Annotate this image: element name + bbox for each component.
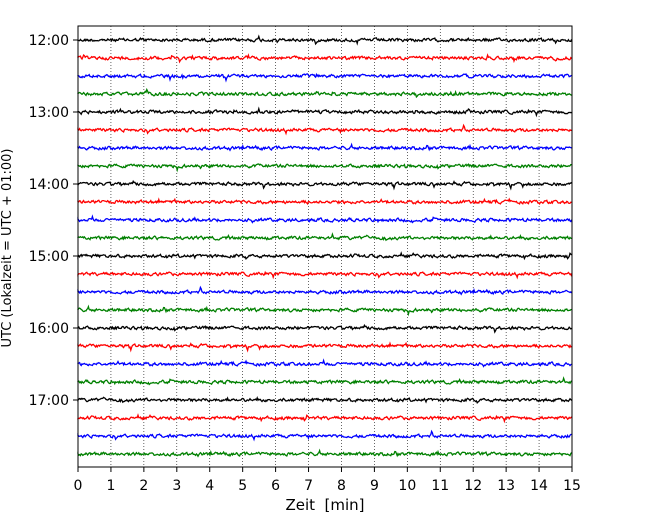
x-tick-label: 5 [238,478,247,494]
x-tick-label: 9 [370,478,379,494]
x-tick-label: 14 [530,478,548,494]
x-tick-label: 3 [172,478,181,494]
trace-line [77,87,572,99]
trace-line [77,341,572,353]
y-tick-label: 12:00 [29,33,69,49]
plot-area [78,26,572,467]
x-tick-label: 4 [205,478,214,494]
x-tick-label: 15 [563,478,581,494]
trace-line [77,232,572,242]
trace-line [77,142,572,152]
x-tick-label: 13 [497,478,515,494]
x-tick-label: 1 [106,478,115,494]
x-tick-label: 2 [139,478,148,494]
seismogram-traces [77,34,573,458]
trace-line [77,304,572,317]
trace-line [77,53,573,64]
trace-line [77,285,573,296]
trace-line [77,163,572,173]
trace-line [77,448,573,458]
trace-line [77,358,572,368]
x-tick-label: 8 [337,478,346,494]
y-tick-label: 17:00 [29,393,69,409]
trace-line [77,429,572,442]
trace-line [77,270,573,280]
trace-line [77,197,572,206]
x-tick-label: 7 [304,478,313,494]
trace-line [77,106,572,118]
x-axis-label: Zeit [min] [285,496,364,514]
y-axis-label: UTC (Lokalzeit = UTC + 01:00) [0,149,15,348]
y-tick-label: 16:00 [29,321,69,337]
trace-line [77,34,573,46]
x-tick-label: 12 [464,478,482,494]
trace-line [77,251,573,261]
trace-line [77,214,573,224]
trace-line [77,123,572,136]
y-tick-label: 15:00 [29,249,69,265]
trace-line [77,323,572,334]
y-tick-label: 13:00 [29,105,69,121]
y-tick-label: 14:00 [29,177,69,193]
trace-line [77,376,573,386]
trace-line [77,72,572,83]
y-axis-ticks: 12:00 13:00 14:00 15:00 16:00 17:00 [29,33,78,409]
x-tick-label: 11 [431,478,449,494]
x-tick-label: 6 [271,478,280,494]
x-axis-ticks: 0 1 2 3 4 5 6 7 8 9 10 11 12 13 14 15 [74,467,581,494]
trace-line [77,395,573,405]
plot-frame [77,25,573,468]
trace-line [77,179,573,191]
trace-line [77,413,573,424]
x-tick-label: 10 [398,478,416,494]
x-tick-label: 0 [74,478,83,494]
